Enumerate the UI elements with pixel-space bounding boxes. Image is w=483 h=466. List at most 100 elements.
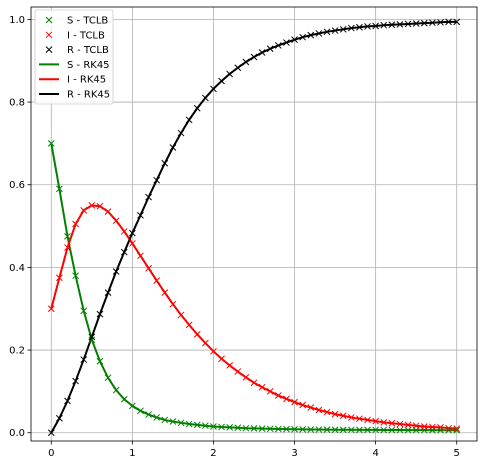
marker-i-tclb-25	[250, 379, 258, 387]
marker-r-tclb-15	[169, 144, 177, 151]
marker-s-tclb-13	[153, 414, 161, 421]
marker-r-tclb-4	[80, 356, 88, 363]
marker-i-tclb-4	[80, 207, 88, 214]
marker-r-tclb-18	[193, 104, 201, 112]
marker-r-tclb-8	[112, 268, 120, 275]
marker-s-tclb-31	[299, 426, 307, 433]
marker-i-tclb-28	[274, 392, 282, 399]
legend-box	[34, 9, 114, 105]
marker-i-tclb-32	[307, 404, 315, 411]
marker-i-tclb-24	[242, 373, 250, 381]
marker-s-tclb-29	[283, 425, 290, 433]
marker-i-tclb-39	[364, 416, 371, 424]
marker-r-tclb-37	[347, 24, 355, 32]
marker-s-tclb-40	[372, 426, 379, 434]
marker-i-tclb-27	[266, 388, 274, 395]
marker-i-tclb-23	[234, 368, 242, 375]
marker-r-tclb-27	[266, 45, 274, 53]
x-tick-label-2: 2	[210, 448, 216, 459]
marker-s-tclb-39	[364, 426, 371, 434]
marker-i-tclb-7	[104, 208, 112, 215]
marker-s-tclb-50	[453, 426, 461, 434]
legend-marker-r-tclb	[45, 46, 53, 53]
marker-r-tclb-17	[185, 116, 193, 124]
legend-label-s-rk45: S - RK45	[67, 60, 110, 71]
marker-i-tclb-47	[429, 423, 436, 431]
marker-r-tclb-21	[218, 77, 225, 85]
marker-r-tclb-30	[291, 36, 298, 44]
legend-label-i-rk45: I - RK45	[67, 75, 106, 86]
marker-s-tclb-32	[307, 426, 315, 433]
x-tick-label-4: 4	[372, 448, 378, 459]
marker-r-tclb-47	[429, 19, 436, 27]
y-tick-label-0: 0.0	[9, 428, 25, 439]
marker-s-tclb-7	[104, 374, 112, 382]
marker-i-tclb-29	[283, 395, 290, 403]
marker-i-tclb-37	[347, 414, 355, 421]
marker-r-tclb-12	[145, 193, 152, 201]
marker-r-tclb-49	[445, 18, 452, 26]
marker-s-tclb-27	[266, 425, 274, 433]
marker-s-tclb-42	[388, 426, 396, 434]
marker-r-tclb-13	[153, 176, 161, 184]
marker-s-tclb-36	[339, 426, 347, 434]
marker-r-tclb-23	[234, 64, 242, 72]
marker-s-tclb-34	[323, 426, 331, 433]
legend-label-i-tclb: I - TCLB	[67, 30, 105, 41]
marker-i-tclb-22	[226, 362, 234, 369]
marker-i-tclb-41	[380, 419, 388, 426]
marker-i-tclb-30	[291, 398, 298, 406]
marker-i-tclb-26	[258, 383, 266, 391]
marker-r-tclb-25	[250, 53, 258, 61]
marker-i-tclb-16	[177, 311, 185, 319]
marker-s-tclb-4	[80, 307, 88, 315]
plot-series	[47, 18, 461, 437]
marker-s-tclb-12	[145, 411, 152, 418]
marker-s-tclb-3	[72, 272, 79, 280]
marker-s-tclb-5	[88, 336, 96, 344]
axis-ticks: 0 1 2 3 4 5 0.0 0.2 0.4 0.6 0.8 1.0	[9, 15, 460, 459]
legend-label-r-tclb: R - TCLB	[67, 45, 109, 56]
marker-i-tclb-12	[145, 264, 152, 272]
y-tick-label-5: 1.0	[9, 15, 25, 26]
marker-s-tclb-2	[64, 233, 71, 240]
marker-i-tclb-20	[210, 347, 217, 355]
marker-i-tclb-46	[420, 423, 428, 430]
plot-frame	[30, 6, 478, 442]
marker-r-tclb-20	[210, 85, 217, 93]
marker-s-tclb-11	[137, 407, 144, 415]
marker-s-tclb-16	[177, 419, 185, 427]
marker-r-tclb-1	[56, 414, 63, 422]
marker-i-tclb-17	[185, 321, 193, 329]
legend: S - TCLB I - TCLB R - TCLB S - RK45 I - RK45…	[34, 9, 114, 105]
marker-r-tclb-14	[161, 159, 169, 167]
marker-s-tclb-43	[396, 426, 404, 434]
marker-r-tclb-0	[47, 429, 55, 437]
marker-s-tclb-30	[291, 425, 298, 433]
marker-i-tclb-48	[437, 424, 444, 431]
marker-r-tclb-44	[404, 20, 412, 28]
legend-label-r-rk45: R - RK45	[67, 90, 110, 101]
marker-s-tclb-20	[210, 423, 217, 430]
marker-r-tclb-9	[120, 248, 128, 256]
marker-r-tclb-10	[129, 229, 136, 237]
marker-r-tclb-16	[177, 129, 185, 137]
marker-i-tclb-50	[453, 425, 461, 432]
marker-s-tclb-15	[169, 418, 177, 425]
marker-i-tclb-35	[331, 410, 339, 418]
marker-r-tclb-36	[339, 25, 347, 33]
marker-r-tclb-32	[307, 31, 315, 39]
marker-i-tclb-18	[193, 331, 201, 338]
marker-r-tclb-31	[299, 33, 307, 41]
marker-i-tclb-8	[112, 217, 120, 225]
marker-r-tclb-38	[356, 23, 363, 31]
x-tick-label-3: 3	[291, 448, 297, 459]
marker-r-tclb-26	[258, 49, 266, 56]
marker-i-tclb-9	[120, 228, 128, 235]
legend-marker-i-tclb	[45, 31, 53, 39]
marker-s-tclb-14	[161, 416, 169, 424]
y-tick-label-3: 0.6	[9, 180, 25, 191]
marker-s-tclb-37	[347, 426, 355, 434]
marker-i-tclb-40	[372, 417, 379, 425]
